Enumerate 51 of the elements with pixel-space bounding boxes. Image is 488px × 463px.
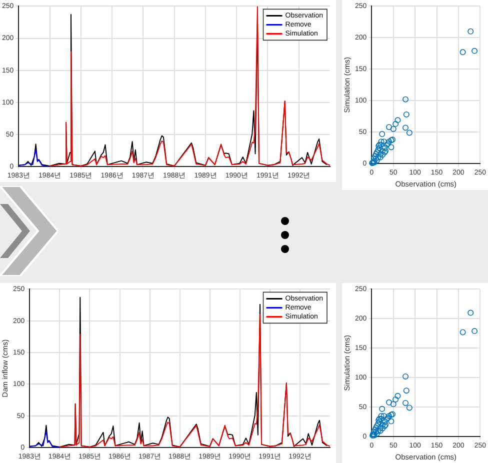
point bbox=[402, 400, 409, 406]
point bbox=[394, 117, 401, 124]
point bbox=[402, 373, 409, 380]
point bbox=[378, 412, 384, 419]
point bbox=[370, 156, 377, 162]
point bbox=[377, 154, 384, 160]
point bbox=[460, 329, 466, 336]
point bbox=[392, 396, 399, 402]
point bbox=[380, 412, 387, 419]
point bbox=[460, 49, 466, 56]
point bbox=[394, 392, 401, 399]
point bbox=[372, 426, 378, 433]
point bbox=[380, 138, 387, 145]
point bbox=[386, 124, 392, 130]
point bbox=[382, 144, 388, 151]
point bbox=[382, 418, 388, 425]
point bbox=[390, 126, 396, 132]
point bbox=[372, 153, 378, 160]
point bbox=[379, 406, 386, 412]
point bbox=[380, 422, 386, 428]
point bbox=[378, 142, 384, 148]
point bbox=[377, 424, 384, 431]
point bbox=[379, 131, 386, 138]
point bbox=[403, 388, 410, 394]
point bbox=[468, 28, 474, 34]
point bbox=[376, 144, 382, 151]
point bbox=[388, 144, 394, 150]
point bbox=[386, 412, 392, 419]
point bbox=[388, 418, 394, 424]
point bbox=[392, 120, 399, 127]
point bbox=[374, 422, 380, 429]
point bbox=[375, 146, 382, 153]
point bbox=[468, 310, 474, 316]
point bbox=[406, 130, 412, 136]
point bbox=[472, 328, 478, 334]
point bbox=[377, 151, 384, 158]
point bbox=[390, 401, 396, 408]
point bbox=[378, 138, 384, 145]
point bbox=[378, 416, 384, 422]
point bbox=[380, 425, 386, 432]
point bbox=[386, 399, 392, 406]
point bbox=[380, 152, 386, 158]
point bbox=[374, 149, 380, 156]
point bbox=[406, 404, 412, 411]
point bbox=[402, 124, 409, 131]
point bbox=[375, 420, 382, 427]
point bbox=[377, 428, 384, 434]
point bbox=[375, 154, 382, 160]
point bbox=[403, 111, 410, 118]
point bbox=[472, 48, 478, 54]
point bbox=[402, 96, 409, 102]
